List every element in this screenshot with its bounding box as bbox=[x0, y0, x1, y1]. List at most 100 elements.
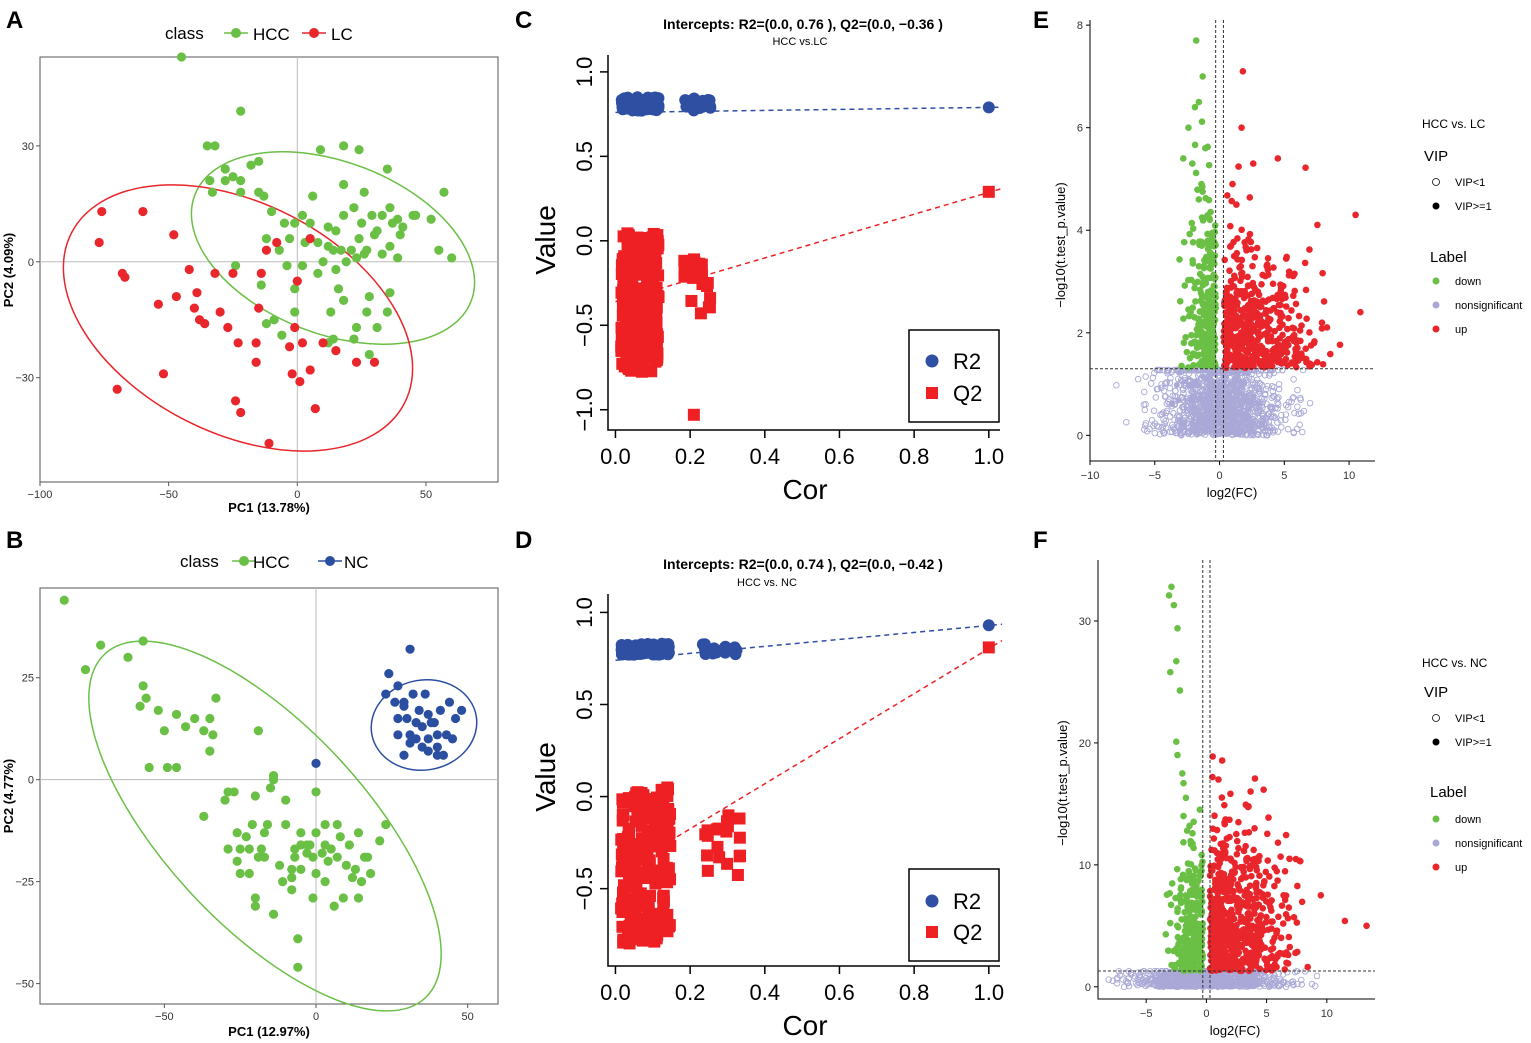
nonsignificant-point bbox=[1221, 372, 1228, 379]
r2-regression-line-d bbox=[615, 623, 1003, 662]
nonsignificant-point bbox=[1159, 423, 1166, 431]
nonsignificant-point bbox=[1190, 423, 1197, 430]
nonsignificant-point bbox=[1201, 428, 1208, 435]
up-point bbox=[1279, 920, 1287, 927]
legend-vip-title-e: VIP bbox=[1424, 148, 1448, 165]
chart-title-d: Intercepts: R2=(0.0, 0.74 ), Q2=(0.0, −0… bbox=[663, 556, 943, 572]
legend-marker-vip-low-e bbox=[1432, 178, 1440, 186]
legend-label-nonsig-f: nonsignificant bbox=[1455, 838, 1522, 850]
up-point bbox=[1256, 872, 1263, 879]
down-point bbox=[1180, 779, 1187, 787]
nonsignificant-point bbox=[1243, 412, 1250, 419]
up-point bbox=[1226, 337, 1234, 344]
x-tick-label: 10 bbox=[1343, 470, 1355, 482]
legend-label-up-f: up bbox=[1455, 862, 1467, 874]
legend-marker-r2-d bbox=[925, 894, 939, 908]
down-point bbox=[1172, 894, 1179, 902]
point-hcc bbox=[268, 909, 279, 919]
point-lc bbox=[310, 403, 320, 414]
nonsignificant-point bbox=[1243, 396, 1250, 403]
point-hcc bbox=[96, 640, 106, 650]
point-hcc bbox=[261, 233, 272, 244]
point-hcc bbox=[220, 795, 230, 805]
chart-title-c: Intercepts: R2=(0.0, 0.76 ), Q2=(0.0, −0… bbox=[663, 16, 943, 32]
down-point bbox=[1204, 330, 1212, 337]
point-hcc bbox=[335, 832, 345, 842]
up-point bbox=[1256, 888, 1264, 896]
up-point bbox=[1290, 332, 1297, 340]
legend-b: class HCC NC bbox=[180, 552, 369, 572]
up-point bbox=[1233, 249, 1241, 257]
nonsignificant-point bbox=[1183, 404, 1191, 411]
up-point bbox=[1243, 936, 1251, 944]
nonsignificant-point bbox=[1268, 403, 1276, 411]
up-point bbox=[1245, 930, 1252, 938]
point-nc bbox=[423, 746, 433, 756]
up-point bbox=[1357, 308, 1364, 316]
point-hcc bbox=[382, 307, 392, 317]
down-point bbox=[1190, 932, 1198, 940]
up-point bbox=[1290, 913, 1298, 921]
down-point bbox=[1180, 812, 1187, 820]
q2-point bbox=[662, 862, 675, 875]
nonsignificant-point bbox=[1208, 409, 1215, 416]
legend-marker-up-f bbox=[1432, 863, 1440, 871]
up-point bbox=[1274, 350, 1282, 358]
r2-point bbox=[728, 641, 741, 654]
up-point bbox=[1224, 192, 1231, 199]
point-nc bbox=[444, 697, 455, 707]
x-tick-label: 50 bbox=[420, 489, 432, 501]
point-hcc bbox=[199, 811, 209, 821]
up-point bbox=[1269, 280, 1277, 288]
up-point bbox=[1231, 295, 1239, 302]
point-hcc bbox=[375, 836, 385, 846]
point-hcc bbox=[202, 141, 212, 151]
up-point bbox=[1317, 892, 1325, 899]
up-point bbox=[1274, 953, 1281, 960]
up-point bbox=[1306, 246, 1313, 253]
x-tick-label: 5 bbox=[1281, 470, 1287, 482]
point-hcc bbox=[332, 819, 342, 830]
down-point bbox=[1211, 340, 1219, 348]
point-hcc bbox=[199, 726, 209, 736]
down-point bbox=[1210, 282, 1218, 290]
up-point bbox=[1249, 262, 1256, 270]
nonsignificant-point bbox=[1271, 414, 1279, 422]
point-hcc bbox=[208, 730, 218, 740]
up-point bbox=[1265, 362, 1273, 370]
nonsignificant-point bbox=[1256, 389, 1264, 396]
up-point bbox=[1235, 930, 1242, 937]
down-point bbox=[1191, 879, 1199, 887]
down-point bbox=[1196, 872, 1204, 879]
down-point bbox=[1176, 687, 1184, 694]
up-point bbox=[1277, 281, 1284, 288]
down-point bbox=[1174, 933, 1182, 941]
nonsignificant-point bbox=[1160, 387, 1168, 394]
up-point bbox=[1229, 180, 1236, 188]
point-hcc bbox=[287, 885, 297, 895]
nonsignificant-point bbox=[1230, 387, 1237, 394]
up-point bbox=[1241, 829, 1249, 837]
down-point bbox=[1190, 361, 1197, 369]
point-hcc bbox=[256, 844, 267, 854]
up-point bbox=[1244, 896, 1252, 904]
points-e bbox=[1113, 37, 1364, 439]
up-point bbox=[1281, 966, 1289, 973]
up-point bbox=[1279, 321, 1286, 328]
point-hcc bbox=[250, 901, 260, 911]
down-point bbox=[1193, 952, 1201, 959]
x-axis-label-f: log2(FC) bbox=[1210, 1023, 1261, 1038]
point-nc bbox=[393, 681, 403, 691]
point-hcc bbox=[364, 291, 374, 302]
up-point bbox=[1303, 315, 1310, 323]
up-point bbox=[1252, 904, 1259, 911]
up-point bbox=[1233, 201, 1240, 208]
down-point bbox=[1192, 37, 1200, 44]
up-point bbox=[1220, 338, 1228, 346]
down-point bbox=[1200, 334, 1208, 342]
nonsignificant-point bbox=[1165, 366, 1172, 374]
down-point bbox=[1188, 891, 1196, 899]
q2-point bbox=[701, 829, 714, 842]
up-point bbox=[1213, 935, 1221, 943]
y-axis-label-d: Value bbox=[530, 742, 561, 812]
